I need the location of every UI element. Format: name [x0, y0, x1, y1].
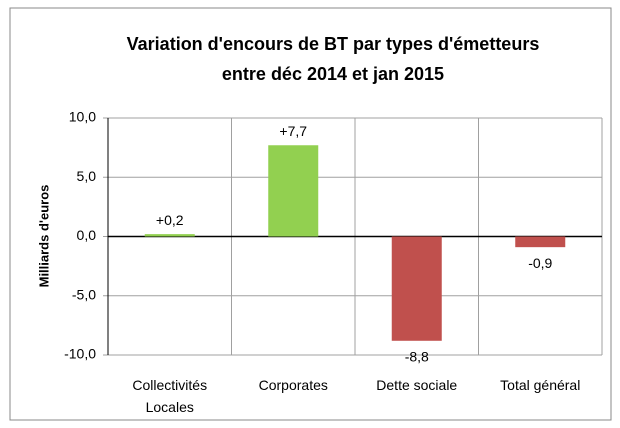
x-tick-label: Collectivités Locales [132, 377, 208, 415]
value-label: +0,2 [156, 212, 184, 228]
bar [515, 236, 566, 248]
bar [391, 236, 442, 341]
value-label: +7,7 [279, 123, 307, 139]
y-axis-label: Milliards d'euros [36, 185, 51, 288]
x-tick-label: Total général [500, 377, 581, 393]
y-tick-label: 5,0 [77, 168, 97, 184]
x-tick-label: Dette sociale [376, 377, 458, 393]
x-tick-label: Corporates [258, 377, 328, 393]
y-tick-label: 10,0 [69, 109, 96, 125]
y-tick-label: -10,0 [64, 346, 96, 362]
y-tick-label: 0,0 [77, 227, 97, 243]
bar [144, 234, 195, 237]
y-tick-label: -5,0 [72, 286, 96, 302]
chart-title: entre déc 2014 et jan 2015 [222, 64, 444, 84]
bar [268, 145, 319, 237]
value-label: -8,8 [405, 348, 429, 364]
chart-title: Variation d'encours de BT par types d'ém… [127, 34, 540, 54]
value-label: -0,9 [528, 255, 552, 271]
